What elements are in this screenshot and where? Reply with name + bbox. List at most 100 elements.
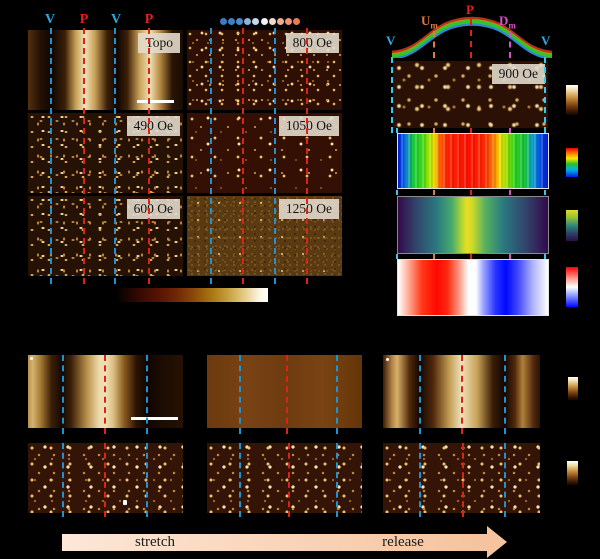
mfm-panel-490oe: 490 Oe bbox=[28, 113, 183, 193]
v-guideline bbox=[239, 355, 241, 434]
release-label: release bbox=[382, 534, 424, 550]
v-guideline bbox=[419, 355, 421, 434]
curve-label-um: Um bbox=[421, 13, 438, 31]
panel-label-1250oe: 1250 Oe bbox=[278, 199, 339, 219]
edge-guideline bbox=[391, 57, 393, 133]
v-guideline bbox=[62, 355, 64, 434]
p-guideline bbox=[242, 28, 244, 284]
v-guideline bbox=[210, 28, 212, 284]
guide-tick bbox=[544, 128, 546, 133]
field-dot bbox=[227, 18, 235, 25]
p-guideline bbox=[306, 28, 308, 284]
magnetization-map-red-blue bbox=[397, 259, 549, 316]
edge-guideline bbox=[544, 57, 546, 133]
guide-tick bbox=[433, 128, 435, 133]
curve-label-v-right: V bbox=[541, 33, 551, 48]
v-guideline bbox=[146, 443, 148, 517]
mfm-panel-600oe: 600 Oe bbox=[28, 196, 183, 276]
viridis-colorbar bbox=[566, 210, 578, 241]
red-blue-colorbar bbox=[566, 267, 578, 307]
panel-label-800oe: 800 Oe bbox=[285, 33, 339, 53]
guide-tick bbox=[433, 190, 435, 195]
bright-speck bbox=[123, 500, 127, 505]
mfm-stretch-panel-2 bbox=[207, 443, 362, 513]
rainbow-colorbar bbox=[566, 148, 578, 177]
field-dot-strip bbox=[219, 18, 301, 36]
panel-label-490oe: 490 Oe bbox=[126, 116, 180, 136]
field-dot bbox=[260, 18, 268, 25]
mfm-stretch-panel-3 bbox=[383, 443, 540, 513]
strain-map-rainbow bbox=[397, 133, 549, 189]
guide-tick bbox=[470, 128, 472, 133]
topo-colorbar-small bbox=[568, 377, 578, 400]
field-dot bbox=[219, 18, 227, 25]
v-guideline bbox=[274, 28, 276, 284]
field-dot bbox=[244, 18, 252, 25]
mfm-colorbar bbox=[566, 85, 578, 115]
guide-tick bbox=[509, 254, 511, 259]
bright-speck bbox=[30, 357, 33, 360]
p-guideline bbox=[104, 443, 106, 517]
v-guideline bbox=[239, 443, 241, 517]
mfm-colorbar-small bbox=[567, 461, 578, 485]
guide-tick bbox=[544, 254, 546, 259]
stretch-label: stretch bbox=[135, 534, 175, 550]
v-guideline bbox=[504, 355, 506, 434]
v-guideline bbox=[419, 443, 421, 517]
guide-tick bbox=[470, 190, 472, 195]
dm-guideline bbox=[509, 31, 511, 58]
field-dot bbox=[285, 18, 293, 25]
stripe-label-v1: V bbox=[44, 12, 56, 27]
field-dot bbox=[235, 18, 243, 25]
afm-topo-panel: Topo bbox=[28, 30, 183, 110]
mfm-panel-800oe: 800 Oe bbox=[187, 30, 342, 110]
p-guideline bbox=[462, 443, 464, 517]
v-guideline bbox=[146, 355, 148, 434]
stretch-release-arrow bbox=[62, 534, 488, 551]
um-guideline bbox=[433, 31, 435, 58]
stripe-label-p1: P bbox=[79, 12, 89, 27]
stripe-label-v2: V bbox=[110, 12, 122, 27]
guide-tick bbox=[433, 254, 435, 259]
v-guideline bbox=[504, 443, 506, 517]
p-guideline bbox=[83, 28, 85, 284]
field-dot bbox=[252, 18, 260, 25]
v-guideline bbox=[114, 28, 116, 284]
v-guideline bbox=[50, 28, 52, 284]
curve-label-p: P bbox=[466, 2, 474, 17]
arrow-head bbox=[487, 526, 507, 558]
v-guideline bbox=[336, 355, 338, 434]
panel-label-900oe: 900 Oe bbox=[491, 64, 545, 84]
guide-tick bbox=[509, 128, 511, 133]
stripe-modulation-overlay bbox=[398, 134, 548, 188]
field-dot bbox=[268, 18, 276, 25]
buckled-film-curve bbox=[391, 16, 553, 58]
scale-bar bbox=[131, 417, 178, 420]
v-guideline bbox=[336, 443, 338, 517]
bright-speck bbox=[386, 358, 389, 361]
stripe-label-p2: P bbox=[144, 12, 154, 27]
height-colorbar bbox=[118, 288, 268, 302]
panel-label-1050oe: 1050 Oe bbox=[278, 116, 339, 136]
curve-label-dm: Dm bbox=[499, 13, 516, 31]
strain-map-viridis bbox=[397, 196, 549, 254]
guide-tick bbox=[396, 190, 398, 195]
field-dot bbox=[293, 18, 301, 25]
panel-label-topo: Topo bbox=[138, 33, 180, 53]
field-dot bbox=[276, 18, 284, 25]
p-guideline bbox=[286, 355, 288, 434]
guide-tick bbox=[509, 190, 511, 195]
afm-topo-stretch-panel-2 bbox=[207, 355, 362, 428]
p-guideline bbox=[104, 355, 106, 434]
guide-tick bbox=[396, 254, 398, 259]
mfm-panel-900oe: 900 Oe bbox=[393, 61, 548, 128]
p-guideline bbox=[288, 443, 290, 517]
p-guideline bbox=[461, 355, 463, 434]
v-guideline bbox=[62, 443, 64, 517]
mfm-panel-1050oe: 1050 Oe bbox=[187, 113, 342, 193]
panel-label-600oe: 600 Oe bbox=[126, 199, 180, 219]
mfm-panel-1250oe: 1250 Oe bbox=[187, 196, 342, 276]
guide-tick bbox=[544, 190, 546, 195]
guide-tick bbox=[396, 128, 398, 133]
